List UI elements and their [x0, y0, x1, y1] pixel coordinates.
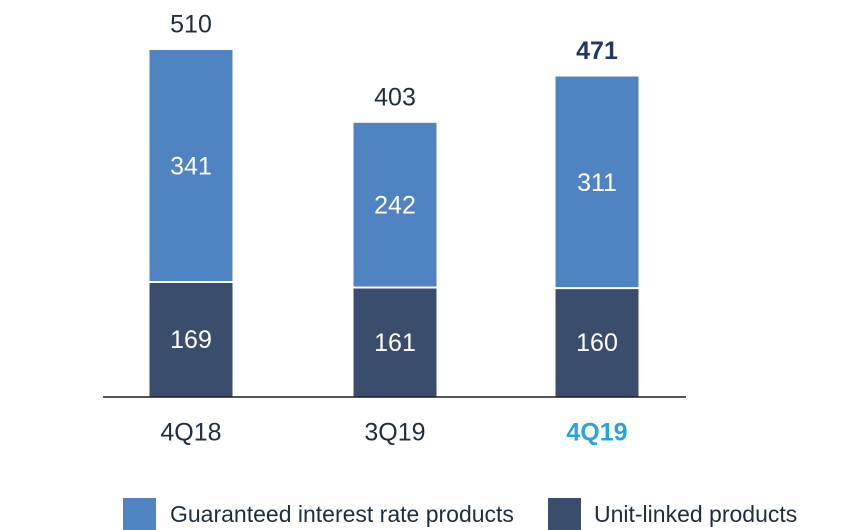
bar-segment [353, 287, 437, 397]
segment-label: 160 [576, 329, 618, 357]
segment-label: 169 [170, 326, 212, 354]
legend-swatch [123, 498, 156, 530]
segment-label: 161 [374, 329, 416, 357]
bar-segment [353, 122, 437, 288]
total-label: 471 [576, 37, 618, 65]
x-tick-label: 3Q19 [364, 419, 425, 447]
total-label: 510 [170, 11, 212, 39]
legend-swatch [548, 498, 581, 530]
x-tick-label: 4Q18 [160, 419, 221, 447]
x-tick-label: 4Q19 [566, 419, 627, 447]
segment-label: 242 [374, 192, 416, 220]
bar-segment [555, 288, 639, 397]
legend-label: Unit-linked products [594, 501, 797, 527]
total-label: 403 [374, 83, 416, 111]
bar-segment [555, 76, 639, 289]
legend-label: Guaranteed interest rate products [170, 501, 514, 527]
bar-segment [149, 50, 233, 283]
segment-label: 341 [170, 153, 212, 181]
bar-segment [149, 282, 233, 397]
segment-label: 311 [577, 169, 617, 197]
